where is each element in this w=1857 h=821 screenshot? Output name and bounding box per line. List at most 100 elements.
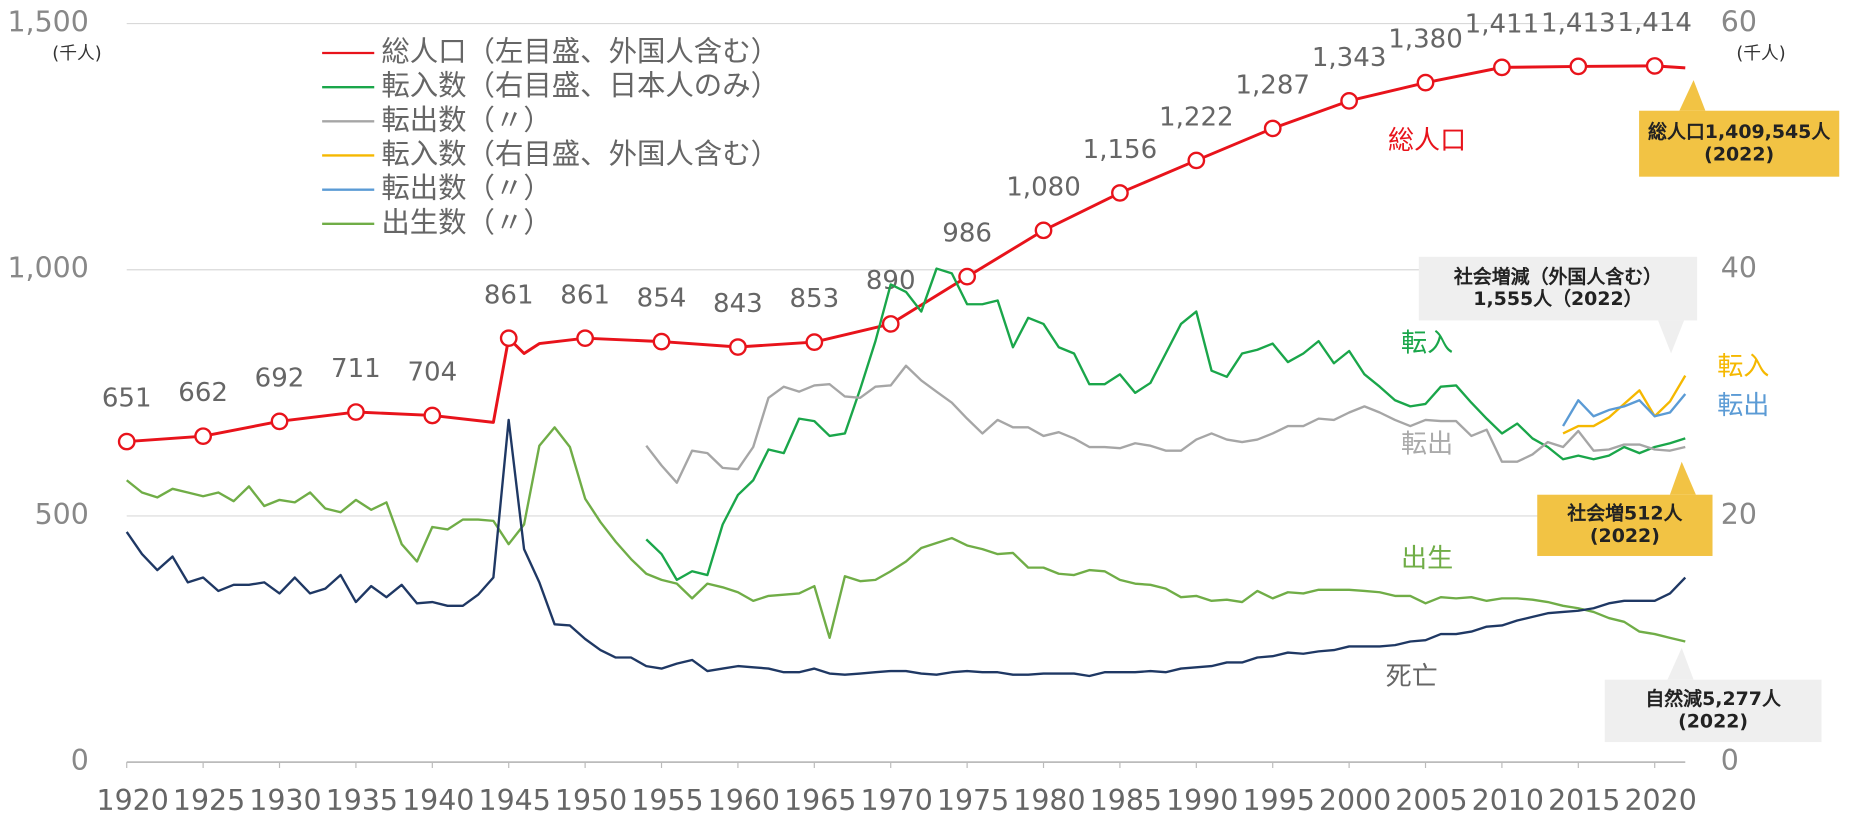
annotation-text: 社会増512人 [1566, 502, 1682, 525]
legend-label: 出生数（〃） [381, 206, 551, 239]
x-tick-label: 1935 [326, 784, 398, 817]
data-marker [1187, 151, 1206, 170]
data-label: 1,343 [1312, 43, 1387, 73]
data-marker [1034, 221, 1053, 240]
data-label: 1,380 [1388, 25, 1463, 55]
data-label: 662 [178, 378, 228, 408]
data-marker [881, 315, 900, 333]
x-tick-label: 1950 [555, 784, 627, 817]
data-marker [805, 333, 824, 351]
data-marker [1416, 73, 1435, 92]
x-tick-label: 1995 [1242, 784, 1314, 817]
annotation-pointer [1667, 647, 1694, 680]
data-label: 986 [942, 219, 992, 249]
annotation-pointer [1658, 320, 1685, 354]
y-tick-label: 500 [35, 498, 89, 531]
series-label: 転出 [1401, 430, 1453, 460]
data-label: 704 [407, 358, 457, 388]
annotation-pointer [1669, 461, 1696, 495]
series-label: 転入 [1401, 328, 1453, 358]
y2-tick-label: 0 [1721, 744, 1739, 777]
series-label: 総人口 [1388, 126, 1466, 156]
annotation-box [1639, 110, 1840, 177]
legend-label: 転入数（右目盛、日本人のみ） [381, 69, 779, 102]
annotation: 総人口1,409,545人(2022) [1639, 80, 1840, 177]
y2-unit: (千人) [1736, 43, 1785, 64]
annotation-text: (2022) [1590, 525, 1660, 547]
annotation-text: 自然減5,277人 [1645, 687, 1781, 710]
annotation-text: 1,555人（2022） [1473, 287, 1642, 310]
data-label: 711 [331, 354, 381, 384]
x-tick-label: 1975 [937, 784, 1009, 817]
annotation-text: (2022) [1704, 143, 1774, 165]
data-marker [423, 406, 442, 425]
data-marker [270, 412, 289, 431]
annotation-text: 社会増減（外国人含む） [1453, 265, 1662, 288]
data-marker [499, 329, 518, 348]
annotation-pointer [1679, 80, 1706, 111]
legend-label: 転入数（右目盛、外国人含む） [381, 138, 779, 171]
series-line [645, 267, 1686, 582]
series-line [1562, 393, 1687, 427]
data-marker [347, 403, 365, 421]
data-marker [729, 338, 747, 356]
data-label: 861 [484, 280, 534, 310]
series-label: 転出 [1717, 391, 1769, 421]
x-tick-label: 2010 [1472, 784, 1544, 817]
series-line [125, 426, 1686, 643]
x-tick-label: 1985 [1090, 784, 1162, 817]
y-tick-label: 1,500 [7, 6, 88, 39]
x-tick-label: 1945 [478, 784, 550, 817]
data-marker [958, 267, 977, 286]
legend-label: 総人口（左目盛、外国人含む） [381, 35, 779, 68]
data-marker [1111, 184, 1129, 202]
series-label: 転入 [1717, 352, 1769, 382]
series-label: 死亡 [1386, 662, 1438, 692]
data-marker [117, 432, 136, 451]
annotation-box [1418, 256, 1698, 321]
x-tick-label: 1980 [1013, 784, 1085, 817]
y2-tick-label: 40 [1721, 252, 1757, 285]
x-tick-label: 1920 [96, 784, 168, 817]
data-label: 861 [560, 280, 610, 310]
data-marker [1263, 119, 1282, 138]
y-unit: (千人) [52, 43, 101, 64]
x-tick-label: 1925 [173, 784, 245, 817]
y-tick-label: 1,000 [7, 252, 88, 285]
y-tick-label: 0 [71, 744, 89, 777]
annotation-text: 総人口1,409,545人 [1648, 120, 1830, 143]
series-line [125, 418, 1687, 678]
data-label: 854 [637, 284, 687, 314]
data-marker [1645, 57, 1664, 75]
annotation-box [1604, 679, 1822, 743]
x-tick-label: 1940 [402, 784, 474, 817]
data-label: 651 [102, 384, 152, 414]
data-label: 1,411 [1465, 10, 1540, 40]
annotation: 自然減5,277人(2022) [1604, 647, 1822, 743]
annotation-text: (2022) [1678, 711, 1748, 733]
x-tick-label: 2000 [1319, 784, 1391, 817]
y2-tick-label: 60 [1721, 6, 1757, 39]
annotation: 社会増減（外国人含む）1,555人（2022） [1418, 256, 1698, 354]
legend-label: 転出数（〃） [381, 172, 551, 205]
x-tick-label: 1955 [631, 784, 703, 817]
x-tick-label: 1960 [708, 784, 780, 817]
x-tick-label: 2020 [1624, 784, 1696, 817]
data-marker [1493, 58, 1511, 77]
data-label: 853 [789, 284, 839, 314]
data-label: 1,156 [1083, 135, 1158, 165]
data-label: 1,222 [1159, 103, 1234, 133]
data-marker [652, 332, 671, 351]
data-marker [1569, 57, 1588, 76]
data-label: 1,080 [1006, 172, 1081, 202]
data-marker [1340, 92, 1358, 110]
x-tick-label: 1965 [784, 784, 856, 817]
y2-tick-label: 20 [1721, 498, 1757, 531]
data-label: 1,287 [1235, 71, 1310, 101]
data-label: 692 [255, 364, 305, 394]
series-line [645, 364, 1686, 484]
x-tick-label: 2005 [1395, 784, 1467, 817]
series-label: 出生 [1401, 544, 1453, 574]
x-tick-label: 1990 [1166, 784, 1238, 817]
